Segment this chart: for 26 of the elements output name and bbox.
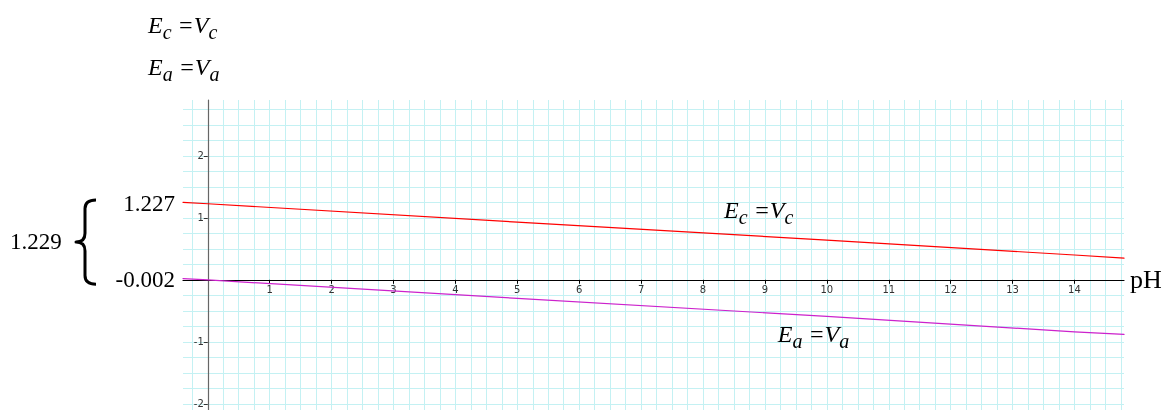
series-label: E$_{a}$ =V$_{a}$ <box>777 319 850 354</box>
annotation: 1.227 <box>123 190 175 217</box>
x-tick-label: 14 <box>1068 284 1081 296</box>
y-tick-label: 1 <box>197 212 204 224</box>
x-tick-label: 13 <box>1006 284 1019 296</box>
x-tick-label: 11 <box>882 284 896 296</box>
x-tick-label: 10 <box>820 284 834 296</box>
x-tick-label: 3 <box>390 284 397 296</box>
x-axis-title: pH <box>1130 265 1162 295</box>
x-tick-label: 6 <box>576 284 583 296</box>
x-tick-label: 12 <box>944 284 958 296</box>
x-tick-label: 8 <box>699 284 707 296</box>
y-tick-label: -1 <box>193 336 204 348</box>
annotation: -0.002 <box>115 266 175 293</box>
line-series <box>182 201 1125 259</box>
y-tick-label: -2 <box>193 398 204 410</box>
x-tick-label: 4 <box>452 284 459 296</box>
text: 1.229 <box>10 228 62 255</box>
x-tick-label: 9 <box>761 284 769 296</box>
x-tick-label: 5 <box>514 284 521 296</box>
series-label: E$_{c}$ =V$_{c}$ <box>724 196 794 230</box>
text: E$_{c}$ =V$_{c}$ <box>148 11 218 45</box>
y-tick-label: 2 <box>197 150 204 162</box>
x-tick-label: 1 <box>266 284 273 296</box>
x-tick-label: 7 <box>637 284 645 296</box>
text: E$_{a}$ =V$_{a}$ <box>148 53 220 87</box>
